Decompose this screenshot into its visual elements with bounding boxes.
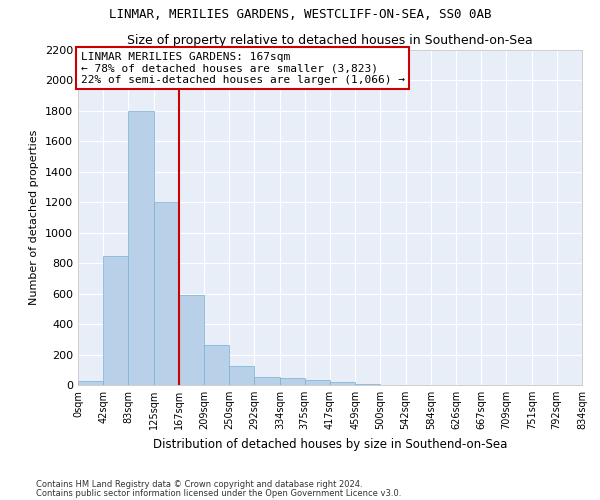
- Text: Contains HM Land Registry data © Crown copyright and database right 2024.: Contains HM Land Registry data © Crown c…: [36, 480, 362, 489]
- Bar: [229, 366, 254, 385]
- Y-axis label: Number of detached properties: Number of detached properties: [29, 130, 40, 305]
- Bar: [355, 384, 380, 385]
- Text: LINMAR MERILIES GARDENS: 167sqm
← 78% of detached houses are smaller (3,823)
22%: LINMAR MERILIES GARDENS: 167sqm ← 78% of…: [80, 52, 404, 85]
- X-axis label: Distribution of detached houses by size in Southend-on-Sea: Distribution of detached houses by size …: [153, 438, 507, 450]
- Bar: [103, 256, 128, 385]
- Bar: [179, 295, 205, 385]
- Bar: [330, 382, 355, 385]
- Bar: [205, 346, 229, 385]
- Bar: [280, 378, 305, 385]
- Bar: [254, 378, 280, 385]
- Text: LINMAR, MERILIES GARDENS, WESTCLIFF-ON-SEA, SS0 0AB: LINMAR, MERILIES GARDENS, WESTCLIFF-ON-S…: [109, 8, 491, 20]
- Bar: [128, 111, 154, 385]
- Bar: [305, 380, 330, 385]
- Title: Size of property relative to detached houses in Southend-on-Sea: Size of property relative to detached ho…: [127, 34, 533, 48]
- Text: Contains public sector information licensed under the Open Government Licence v3: Contains public sector information licen…: [36, 488, 401, 498]
- Bar: [78, 381, 103, 385]
- Bar: [154, 202, 179, 385]
